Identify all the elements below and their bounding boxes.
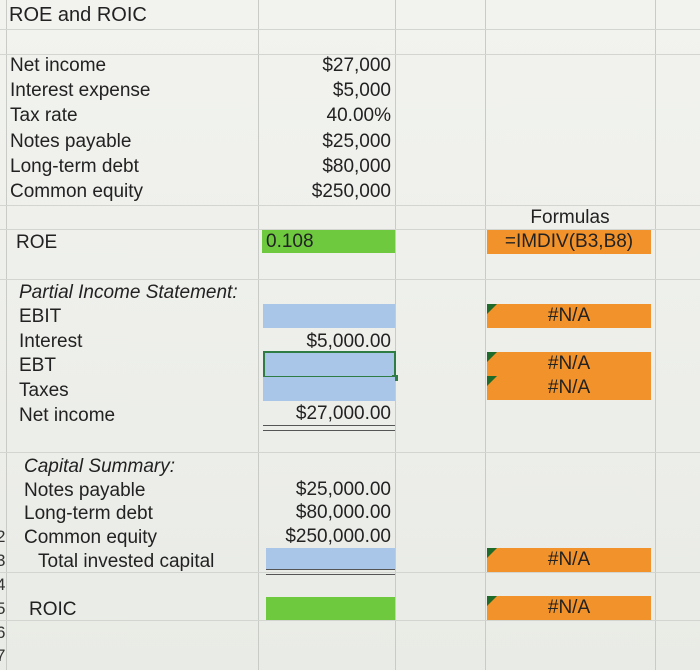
row-number: 2: [0, 527, 6, 546]
roe-value-cell[interactable]: 0.108: [262, 230, 395, 253]
error-indicator-icon: [487, 352, 497, 362]
row-divider: [0, 620, 700, 621]
ebt-formula-cell[interactable]: #N/A: [487, 352, 651, 376]
total-invested-capital-formula: #N/A: [547, 549, 591, 570]
row-divider: [0, 279, 700, 280]
label-cs-long-term-debt: Long-term debt: [24, 503, 153, 524]
total-invested-capital-cell[interactable]: [266, 548, 395, 570]
row-number: 5: [0, 599, 6, 618]
label-net-income: Net income: [10, 55, 107, 76]
label-notes-payable: Notes payable: [10, 131, 132, 152]
label-ebit: EBIT: [19, 306, 62, 327]
error-indicator-icon: [487, 548, 497, 558]
label-cs-common-equity: Common equity: [24, 527, 158, 548]
total-invested-capital-formula-cell[interactable]: #N/A: [487, 548, 651, 572]
capital-summary-heading: Capital Summary:: [24, 456, 175, 477]
roe-formula: =IMDIV(B3,B8): [504, 231, 634, 252]
roic-formula: #N/A: [547, 597, 591, 618]
ebit-cell[interactable]: [263, 304, 395, 328]
value-cs-notes-payable[interactable]: $25,000.00: [295, 479, 391, 500]
label-net-income-is: Net income: [19, 405, 116, 426]
error-indicator-icon: [487, 376, 497, 386]
row-divider: [0, 572, 700, 573]
label-cs-notes-payable: Notes payable: [24, 480, 146, 501]
column-divider: [258, 0, 259, 670]
column-divider: [655, 0, 656, 670]
label-long-term-debt: Long-term debt: [10, 156, 139, 177]
value-tax-rate[interactable]: 40.00%: [326, 105, 391, 126]
value-common-equity[interactable]: $250,000: [311, 181, 391, 202]
ebt-cell[interactable]: [263, 352, 395, 376]
value-cs-common-equity[interactable]: $250,000.00: [285, 526, 391, 547]
value-interest[interactable]: $5,000.00: [306, 331, 391, 352]
error-indicator-icon: [487, 596, 497, 606]
roe-formula-cell[interactable]: =IMDIV(B3,B8): [487, 230, 651, 254]
row-number: 4: [0, 575, 6, 594]
value-cs-long-term-debt[interactable]: $80,000.00: [295, 502, 391, 523]
value-net-income[interactable]: $27,000: [322, 55, 391, 76]
row-divider: [0, 54, 700, 55]
value-notes-payable[interactable]: $25,000: [322, 131, 391, 152]
roe-value: 0.108: [266, 231, 314, 252]
sheet-title: ROE and ROIC: [9, 4, 147, 26]
value-interest-expense[interactable]: $5,000: [332, 80, 391, 101]
label-tax-rate: Tax rate: [10, 105, 78, 126]
row-divider: [0, 229, 700, 230]
label-ebt: EBT: [19, 355, 56, 376]
label-total-invested-capital: Total invested capital: [38, 551, 215, 572]
taxes-formula-cell[interactable]: #N/A: [487, 376, 651, 400]
value-long-term-debt[interactable]: $80,000: [322, 156, 391, 177]
ebit-formula: #N/A: [547, 305, 591, 326]
column-divider: [395, 0, 396, 670]
row-number: 6: [0, 623, 6, 642]
row-number: 7: [0, 646, 6, 665]
column-divider: [485, 0, 486, 670]
label-roic: ROIC: [29, 599, 77, 620]
roic-value-cell[interactable]: [266, 597, 395, 620]
row-divider: [0, 29, 700, 30]
fill-handle[interactable]: [392, 375, 398, 381]
column-divider: [6, 0, 7, 670]
row-number: 3: [0, 551, 6, 570]
formulas-header: Formulas: [530, 207, 610, 228]
taxes-cell[interactable]: [263, 377, 395, 401]
error-indicator-icon: [487, 304, 497, 314]
ebt-formula: #N/A: [547, 353, 591, 374]
value-net-income-is[interactable]: $27,000.00: [295, 403, 391, 424]
row-divider: [0, 452, 700, 453]
income-statement-heading: Partial Income Statement:: [19, 282, 238, 303]
label-common-equity: Common equity: [10, 181, 144, 202]
ebit-formula-cell[interactable]: #N/A: [487, 304, 651, 328]
selected-cell-outline: [263, 351, 396, 378]
row-divider: [0, 205, 700, 206]
label-interest-expense: Interest expense: [10, 80, 151, 101]
double-underline: [266, 569, 395, 575]
label-interest: Interest: [19, 331, 83, 352]
double-underline: [263, 425, 395, 431]
roic-formula-cell[interactable]: #N/A: [487, 596, 651, 620]
label-roe: ROE: [16, 232, 58, 253]
taxes-formula: #N/A: [547, 377, 591, 398]
label-taxes: Taxes: [19, 380, 69, 401]
